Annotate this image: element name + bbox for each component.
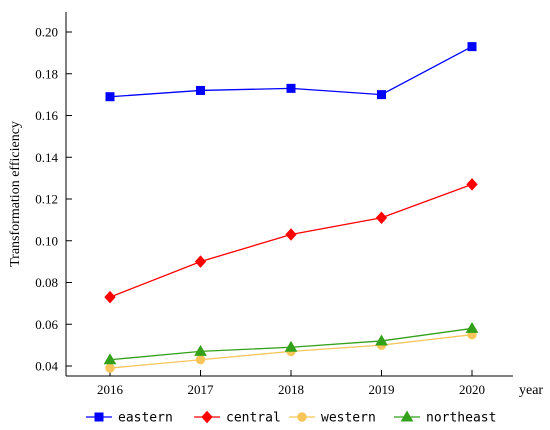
data-point-northeast bbox=[103, 353, 117, 365]
series-eastern bbox=[105, 42, 477, 102]
legend-item-northeast: northeast bbox=[394, 411, 496, 426]
series-line-central bbox=[109, 183, 473, 298]
legend-item-eastern: eastern bbox=[86, 411, 173, 426]
data-point-eastern bbox=[377, 90, 386, 100]
data-point-central bbox=[375, 211, 388, 225]
legend-marker-swatch bbox=[201, 410, 213, 424]
data-point-northeast bbox=[465, 321, 479, 333]
data-point-eastern bbox=[105, 92, 115, 102]
data-point-eastern bbox=[196, 85, 205, 95]
data-point-central bbox=[104, 290, 116, 304]
y-tick-label: 0.18 bbox=[35, 66, 58, 81]
data-point-northeast bbox=[284, 340, 298, 352]
legend-item-central: central bbox=[194, 411, 281, 426]
y-tick-label: 0.16 bbox=[35, 108, 58, 123]
series-northeast bbox=[103, 321, 479, 365]
legend: eastern central western northeast bbox=[86, 411, 496, 426]
x-tick-label: 2020 bbox=[459, 382, 485, 397]
y-tick-group: 0.04 0.06 0.08 0.10 0.12 0.14 0.16 0.18 0.20 bbox=[35, 25, 72, 374]
y-tick-label: 0.10 bbox=[35, 233, 58, 248]
data-point-western bbox=[195, 355, 206, 365]
series-central bbox=[104, 178, 478, 304]
data-point-eastern bbox=[286, 83, 296, 93]
legend-label: eastern bbox=[118, 411, 173, 426]
y-tick-label: 0.04 bbox=[35, 359, 58, 374]
y-tick-label: 0.08 bbox=[35, 275, 58, 290]
x-tick-label: 2017 bbox=[188, 382, 215, 397]
y-axis-title: Transformation efficiency bbox=[8, 121, 23, 267]
y-tick-label: 0.20 bbox=[35, 25, 58, 40]
data-point-northeast bbox=[194, 344, 207, 356]
legend-label: northeast bbox=[426, 411, 496, 426]
legend-marker-swatch bbox=[297, 412, 307, 422]
data-point-central bbox=[194, 255, 207, 268]
legend-label: western bbox=[321, 411, 376, 426]
data-point-central bbox=[285, 228, 297, 241]
y-tick-label: 0.06 bbox=[35, 317, 58, 332]
series-layer bbox=[103, 42, 479, 373]
legend-marker-swatch bbox=[400, 410, 414, 422]
legend-item-western: western bbox=[289, 411, 376, 426]
data-point-eastern bbox=[467, 42, 477, 52]
x-axis-title: year bbox=[519, 383, 543, 398]
legend-marker-swatch bbox=[94, 412, 104, 422]
y-tick-label: 0.12 bbox=[35, 192, 58, 207]
x-tick-label: 2019 bbox=[369, 382, 395, 397]
x-tick-label: 2018 bbox=[278, 382, 304, 397]
x-tick-group: 2016 2017 2018 2019 2020 bbox=[97, 370, 485, 397]
data-point-northeast bbox=[375, 334, 388, 346]
data-point-central bbox=[466, 178, 478, 191]
legend-label: central bbox=[226, 411, 281, 426]
x-tick-label: 2016 bbox=[97, 382, 124, 397]
data-point-western bbox=[105, 363, 115, 373]
y-tick-label: 0.14 bbox=[35, 150, 58, 165]
